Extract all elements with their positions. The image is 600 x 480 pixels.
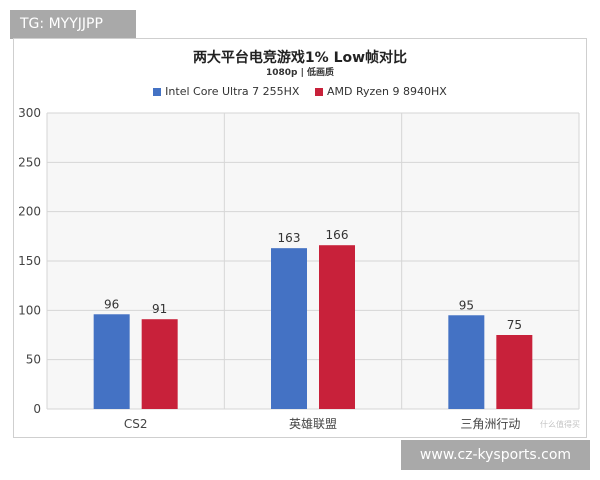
chart-subtitle: 1080p | 低画质 [265, 68, 335, 78]
bar-amd-2 [496, 335, 533, 409]
data-label: 96 [104, 297, 119, 311]
tag-badge: TG: MYYJJPP [10, 10, 136, 39]
chart-legend: Intel Core Ultra 7 255HX AMD Ryzen 9 894… [13, 85, 587, 98]
watermark-text: 什么值得买 [540, 420, 580, 429]
y-tick-label: 300 [18, 106, 41, 120]
data-label: 166 [326, 228, 349, 242]
data-label: 95 [459, 298, 474, 312]
legend-label-amd: AMD Ryzen 9 8940HX [326, 85, 447, 98]
y-tick-label: 0 [33, 402, 41, 416]
data-label: 75 [507, 318, 522, 332]
y-tick-label: 100 [18, 303, 41, 317]
data-label: 163 [278, 231, 301, 245]
bar-intel-0 [93, 314, 130, 409]
bar-intel-1 [271, 248, 307, 409]
legend-item-amd: AMD Ryzen 9 8940HX [314, 85, 447, 98]
x-tick-label: 英雄联盟 [289, 416, 337, 431]
bar-amd-1 [319, 245, 355, 409]
y-tick-label: 200 [18, 205, 41, 219]
legend-label-intel: Intel Core Ultra 7 255HX [165, 85, 300, 98]
site-badge: www.cz-kysports.com [401, 440, 590, 470]
y-tick-label: 150 [18, 254, 41, 268]
y-tick-label: 250 [18, 155, 41, 169]
x-tick-label: CS2 [124, 417, 148, 431]
x-tick-label: 三角洲行动 [460, 417, 520, 431]
chart-title: 两大平台电竞游戏1% Low帧对比 [192, 50, 408, 66]
bar-amd-0 [141, 319, 178, 409]
data-label: 91 [152, 302, 167, 316]
bar-intel-2 [448, 315, 485, 409]
legend-swatch-amd [314, 88, 323, 96]
legend-swatch-intel [153, 88, 162, 96]
legend-item-intel: Intel Core Ultra 7 255HX [153, 85, 299, 98]
y-tick-label: 50 [26, 353, 41, 367]
